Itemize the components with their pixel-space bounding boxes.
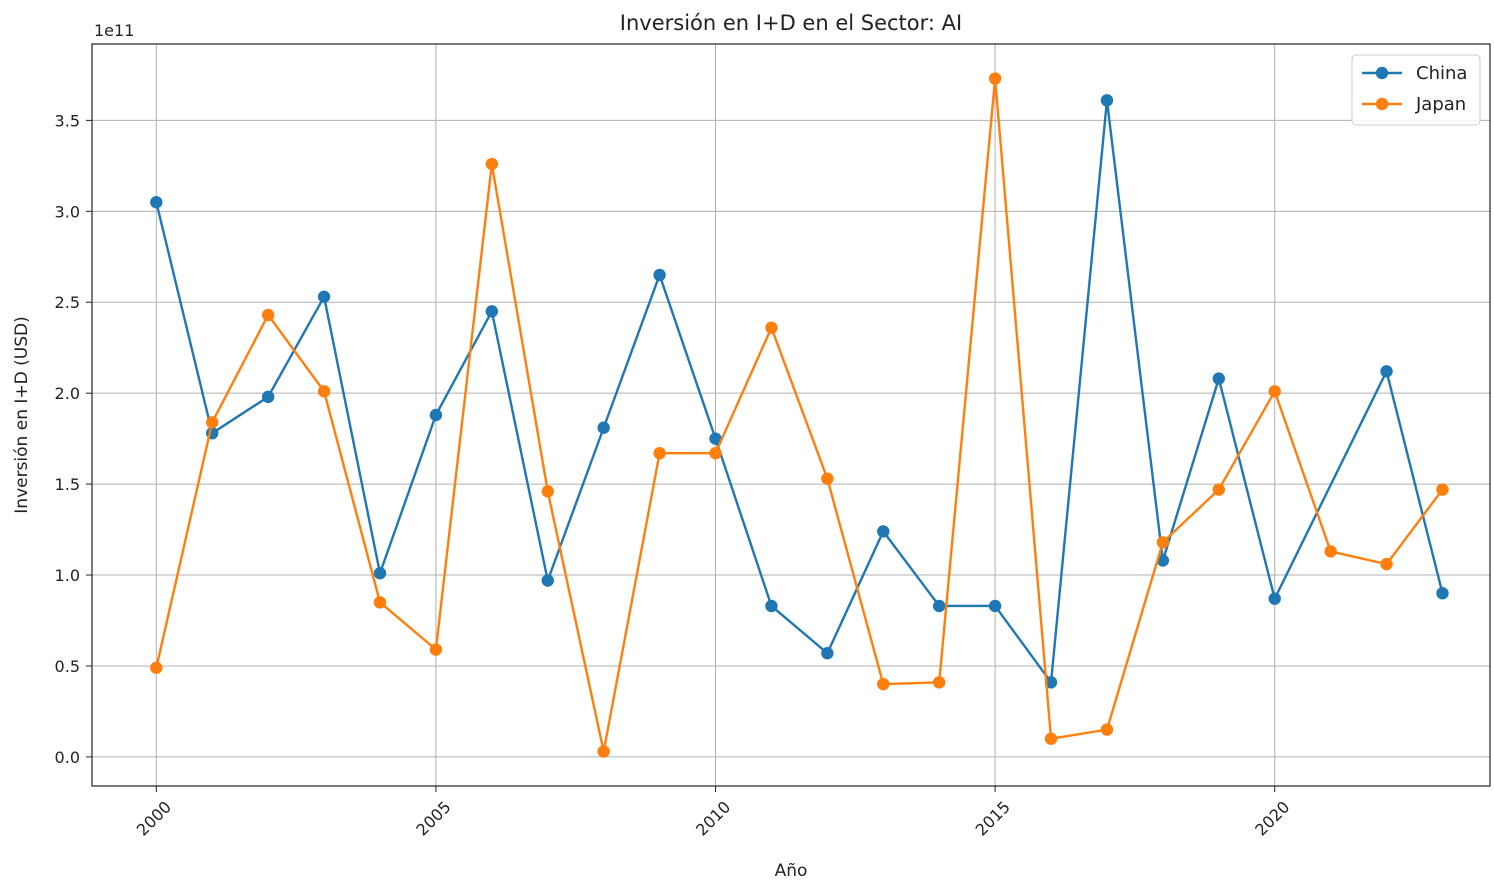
data-point <box>373 596 387 609</box>
series-china <box>150 94 1449 689</box>
data-point <box>932 676 946 689</box>
y-tick-label: 2.0 <box>55 384 80 403</box>
data-point <box>1212 372 1225 385</box>
data-point <box>1100 723 1114 736</box>
x-tick-label: 2005 <box>412 797 454 839</box>
x-axis-label: Año <box>775 861 808 881</box>
legend-label: China <box>1416 63 1467 84</box>
legend-item-japan: Japan <box>1362 94 1466 115</box>
data-point <box>1268 592 1281 605</box>
data-point <box>709 432 722 445</box>
data-point <box>877 677 890 691</box>
series-line <box>155 99 1444 684</box>
data-point <box>1044 676 1058 689</box>
data-point <box>206 416 219 429</box>
y-tick-label: 1.5 <box>55 475 80 494</box>
series-japan <box>150 72 1449 758</box>
legend-label: Japan <box>1415 94 1466 115</box>
data-point <box>373 567 387 580</box>
x-tick-label: 2020 <box>1251 797 1293 839</box>
legend-item-china: China <box>1362 63 1467 84</box>
data-point <box>932 599 946 613</box>
data-point <box>709 446 722 460</box>
x-tick-label: 2015 <box>972 797 1014 839</box>
legend: China Japan <box>1351 54 1481 126</box>
legend-swatch-marker <box>1375 97 1389 111</box>
data-point <box>988 72 1002 85</box>
legend-swatch-marker <box>1375 66 1389 80</box>
y-offset-label: 1e11 <box>94 21 134 40</box>
data-point <box>541 485 554 498</box>
data-point <box>877 525 890 538</box>
data-point <box>485 157 499 171</box>
data-point <box>429 408 443 422</box>
data-point <box>597 745 610 758</box>
data-point <box>1436 483 1449 496</box>
y-axis-label: Inversión en I+D (USD) <box>12 316 32 513</box>
data-point <box>317 290 331 303</box>
data-point <box>1380 365 1393 378</box>
data-point <box>1436 587 1449 600</box>
series-line <box>155 77 1444 753</box>
y-tick-label: 1.0 <box>55 566 80 585</box>
data-point <box>541 574 554 587</box>
chart-title: Inversión en I+D en el Sector: AI <box>620 11 962 35</box>
data-point <box>597 421 610 434</box>
plot-frame <box>91 43 1491 787</box>
y-tick-label: 3.5 <box>55 111 80 130</box>
data-point <box>317 385 331 398</box>
series-layer <box>150 72 1449 758</box>
data-point <box>1324 545 1337 558</box>
data-point <box>1212 483 1225 496</box>
data-point <box>1100 94 1114 107</box>
data-point <box>653 268 666 282</box>
data-point <box>1268 385 1281 398</box>
data-point <box>150 196 163 209</box>
data-point <box>653 446 666 460</box>
data-point <box>765 599 778 613</box>
data-point <box>821 647 834 660</box>
data-point <box>261 308 275 322</box>
data-point <box>1156 536 1170 549</box>
data-point <box>429 643 443 656</box>
x-tick-label: 2010 <box>692 797 734 839</box>
data-point <box>1156 554 1170 567</box>
data-point <box>821 472 834 485</box>
data-point <box>988 599 1002 613</box>
data-point <box>261 390 275 404</box>
data-point <box>765 321 778 334</box>
y-tick-label: 0.5 <box>55 657 80 676</box>
y-tick-label: 2.5 <box>55 293 80 312</box>
data-point <box>485 305 499 318</box>
data-point <box>150 661 163 674</box>
grid <box>92 44 1490 786</box>
x-tick-label: 2000 <box>133 797 175 839</box>
data-point <box>1380 557 1393 571</box>
y-tick-label: 0.0 <box>55 748 80 767</box>
y-tick-label: 3.0 <box>55 202 80 221</box>
data-point <box>1044 732 1058 745</box>
